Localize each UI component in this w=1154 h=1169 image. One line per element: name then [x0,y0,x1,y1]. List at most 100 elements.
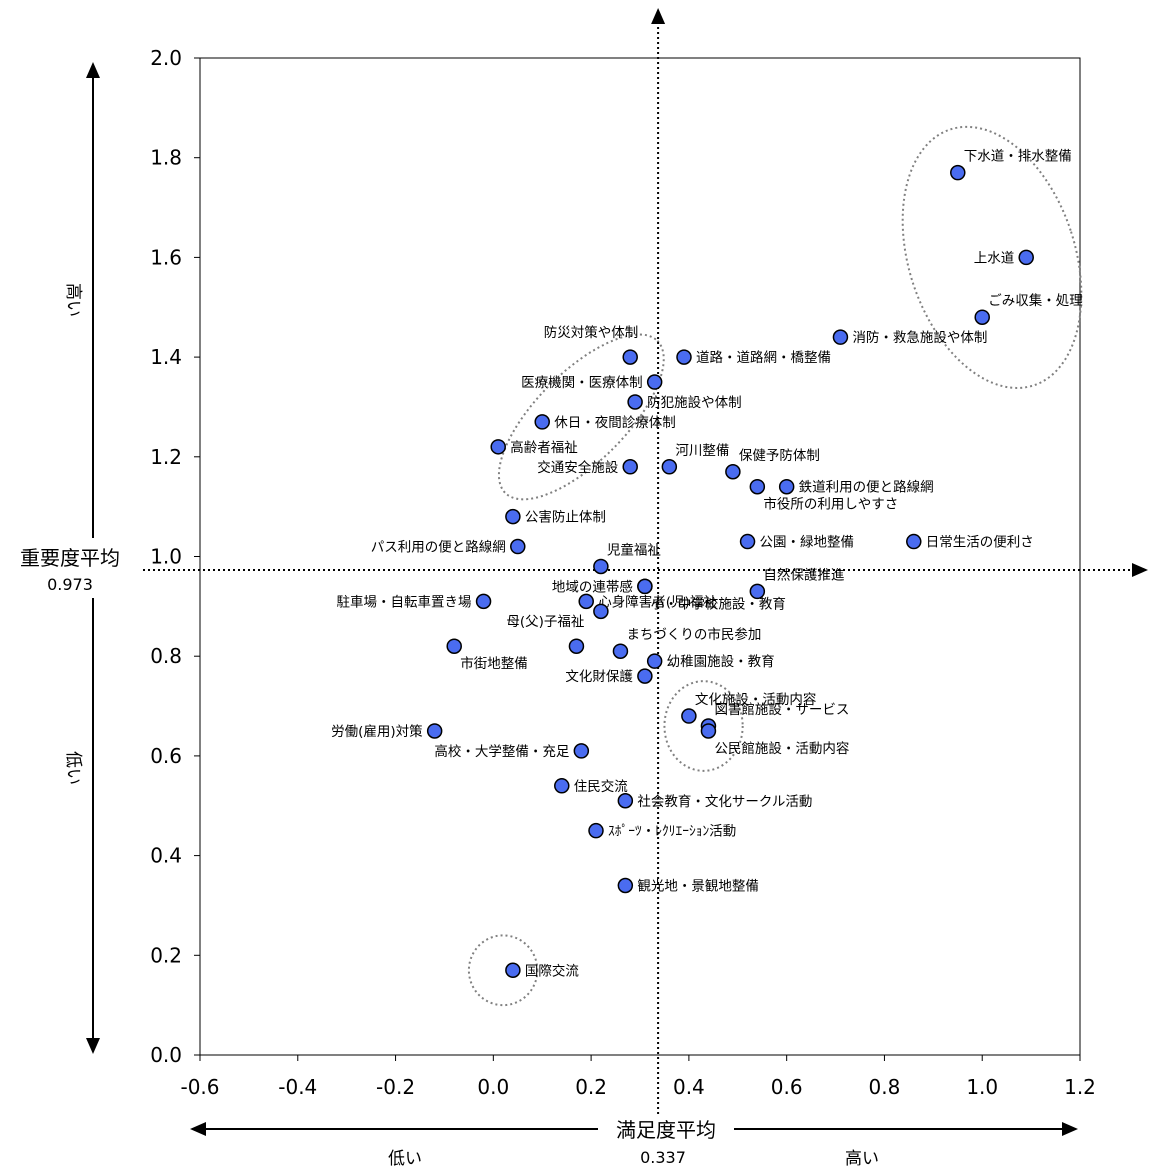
data-point [700,723,717,739]
data-point [739,533,756,550]
x-direction-arrow-left-icon [190,1122,206,1136]
data-point [617,877,634,894]
y-direction-arrow-down-icon [86,1038,100,1054]
data-point [637,578,653,595]
data-point-label: 市役所の利用しやすさ [763,496,898,513]
y-tick-label: 0.4 [150,844,182,868]
x-tick-label: 0.0 [477,1075,509,1099]
data-point-label: 公園・緑地整備 [760,535,855,551]
data-point-label: 労働(雇用)対策 [331,723,423,740]
data-point [554,778,570,794]
data-point-label: 交通安全施設 [537,459,618,476]
data-point [505,508,521,525]
data-point-label: 医療機関・医療体制 [521,374,643,391]
data-point [646,374,663,390]
x-axis-title: 満足度平均 [616,1118,716,1142]
data-point [426,723,443,739]
data-point-label: ごみ収集・処理 [988,293,1083,309]
y-axis-title: 重要度平均 [20,546,120,570]
data-point-label: 社会教育・文化サークル活動 [637,794,812,810]
group-ellipse-intl [467,934,539,1007]
x-tick-label: 0.2 [575,1075,607,1099]
x-tick-label: 0.8 [869,1075,901,1099]
data-point-label: 駐車場・自転車置き場 [337,594,472,610]
data-point [510,538,526,555]
data-point-label: 高校・大学整備・充足 [434,743,569,760]
data-point-label: 地域の連帯感 [552,578,633,595]
data-point-label: 下水道・排水整備 [964,149,1072,165]
data-point-label: 文化施設・活動内容 [695,691,817,708]
x-tick-label: 0.4 [673,1075,705,1099]
data-point [749,478,766,495]
data-point [578,593,594,610]
data-point [573,743,590,759]
y-tick-label: 1.4 [150,345,182,369]
data-point-label: まちづくりの市民参加 [626,626,761,643]
data-point-label: 日常生活の便利さ [926,535,1034,551]
data-point-label: パス利用の便と路線網 [371,540,506,556]
data-point-label: 図書館施設・サービス [714,702,849,718]
tick-marks [194,57,1081,1061]
y-tick-label: 0.0 [150,1043,182,1067]
data-point [593,558,609,575]
data-point [475,593,492,610]
data-point-label: 高齢者福祉 [510,439,578,456]
y-tick-label: 1.0 [150,545,182,569]
y-axis-mean-label: 0.973 [47,575,93,594]
group-ellipse-mid-left [497,333,665,501]
data-point [446,638,462,654]
x-tick-label: 0.6 [771,1075,803,1099]
data-point [617,793,634,809]
y-tick-label: 1.8 [150,146,182,170]
data-point-label: 幼稚園施設・教育 [667,654,775,670]
data-point [832,329,849,345]
data-point [661,459,678,475]
x-axis-high-label: 高い [845,1149,879,1169]
x-tick-label: -0.2 [376,1075,415,1099]
data-point-label: 消防・救急施設や体制 [852,330,987,346]
data-point-label: 公民館施設・活動内容 [714,740,849,757]
x-tick-label: -0.6 [180,1075,219,1099]
y-tick-label: 0.8 [150,644,182,668]
data-point-label: 観光地・景観地整備 [637,878,759,895]
data-point [568,638,585,654]
data-point-label: ｽﾎﾟｰﾂ・ﾚｸﾘｴｰｼｮﾝ活動 [608,824,736,840]
data-point [622,459,638,475]
data-point-label: 鉄道利用の便と路線網 [799,480,934,496]
data-point-label: 休日・夜間診療体制 [554,414,676,431]
data-point [622,349,638,365]
data-point [778,478,795,495]
data-point [1018,249,1034,266]
data-point [505,962,521,979]
data-point [950,164,966,181]
y-tick-label: 0.2 [150,943,182,967]
data-point-label: 公害防止体制 [525,510,606,526]
data-point-label: 自然保護推進 [763,566,844,583]
data-point-label: 防犯施設や体制 [647,395,742,411]
y-axis-low-label: 低い [63,751,83,785]
data-point-label: 上水道 [974,250,1015,266]
data-point-label: 防災対策や体制 [544,324,639,341]
x-axis-mean-label: 0.337 [640,1148,686,1167]
data-point [637,668,653,684]
data-point-label: 住民交流 [574,778,628,795]
data-point [627,394,643,410]
y-mean-line-arrow [1132,562,1148,577]
data-point [588,822,604,839]
y-tick-labels: 0.0 0.2 0.4 0.6 0.8 1.0 1.2 1.4 1.6 1.8 2.0 [150,46,182,1067]
y-tick-label: 2.0 [150,46,182,70]
data-point-label: 児童福祉 [607,541,661,558]
data-point [749,583,766,600]
x-mean-line-arrow [651,8,666,24]
group-ellipse-top-right [901,125,1083,389]
y-direction-arrow-up-icon [86,62,100,78]
x-axis-low-label: 低い [388,1149,422,1169]
data-point [974,309,990,325]
data-point-label: 文化財保護 [565,669,633,685]
group-ellipse-culture [663,680,744,772]
group-ellipses [467,125,1083,1007]
data-point [676,349,692,365]
data-point [593,603,609,620]
